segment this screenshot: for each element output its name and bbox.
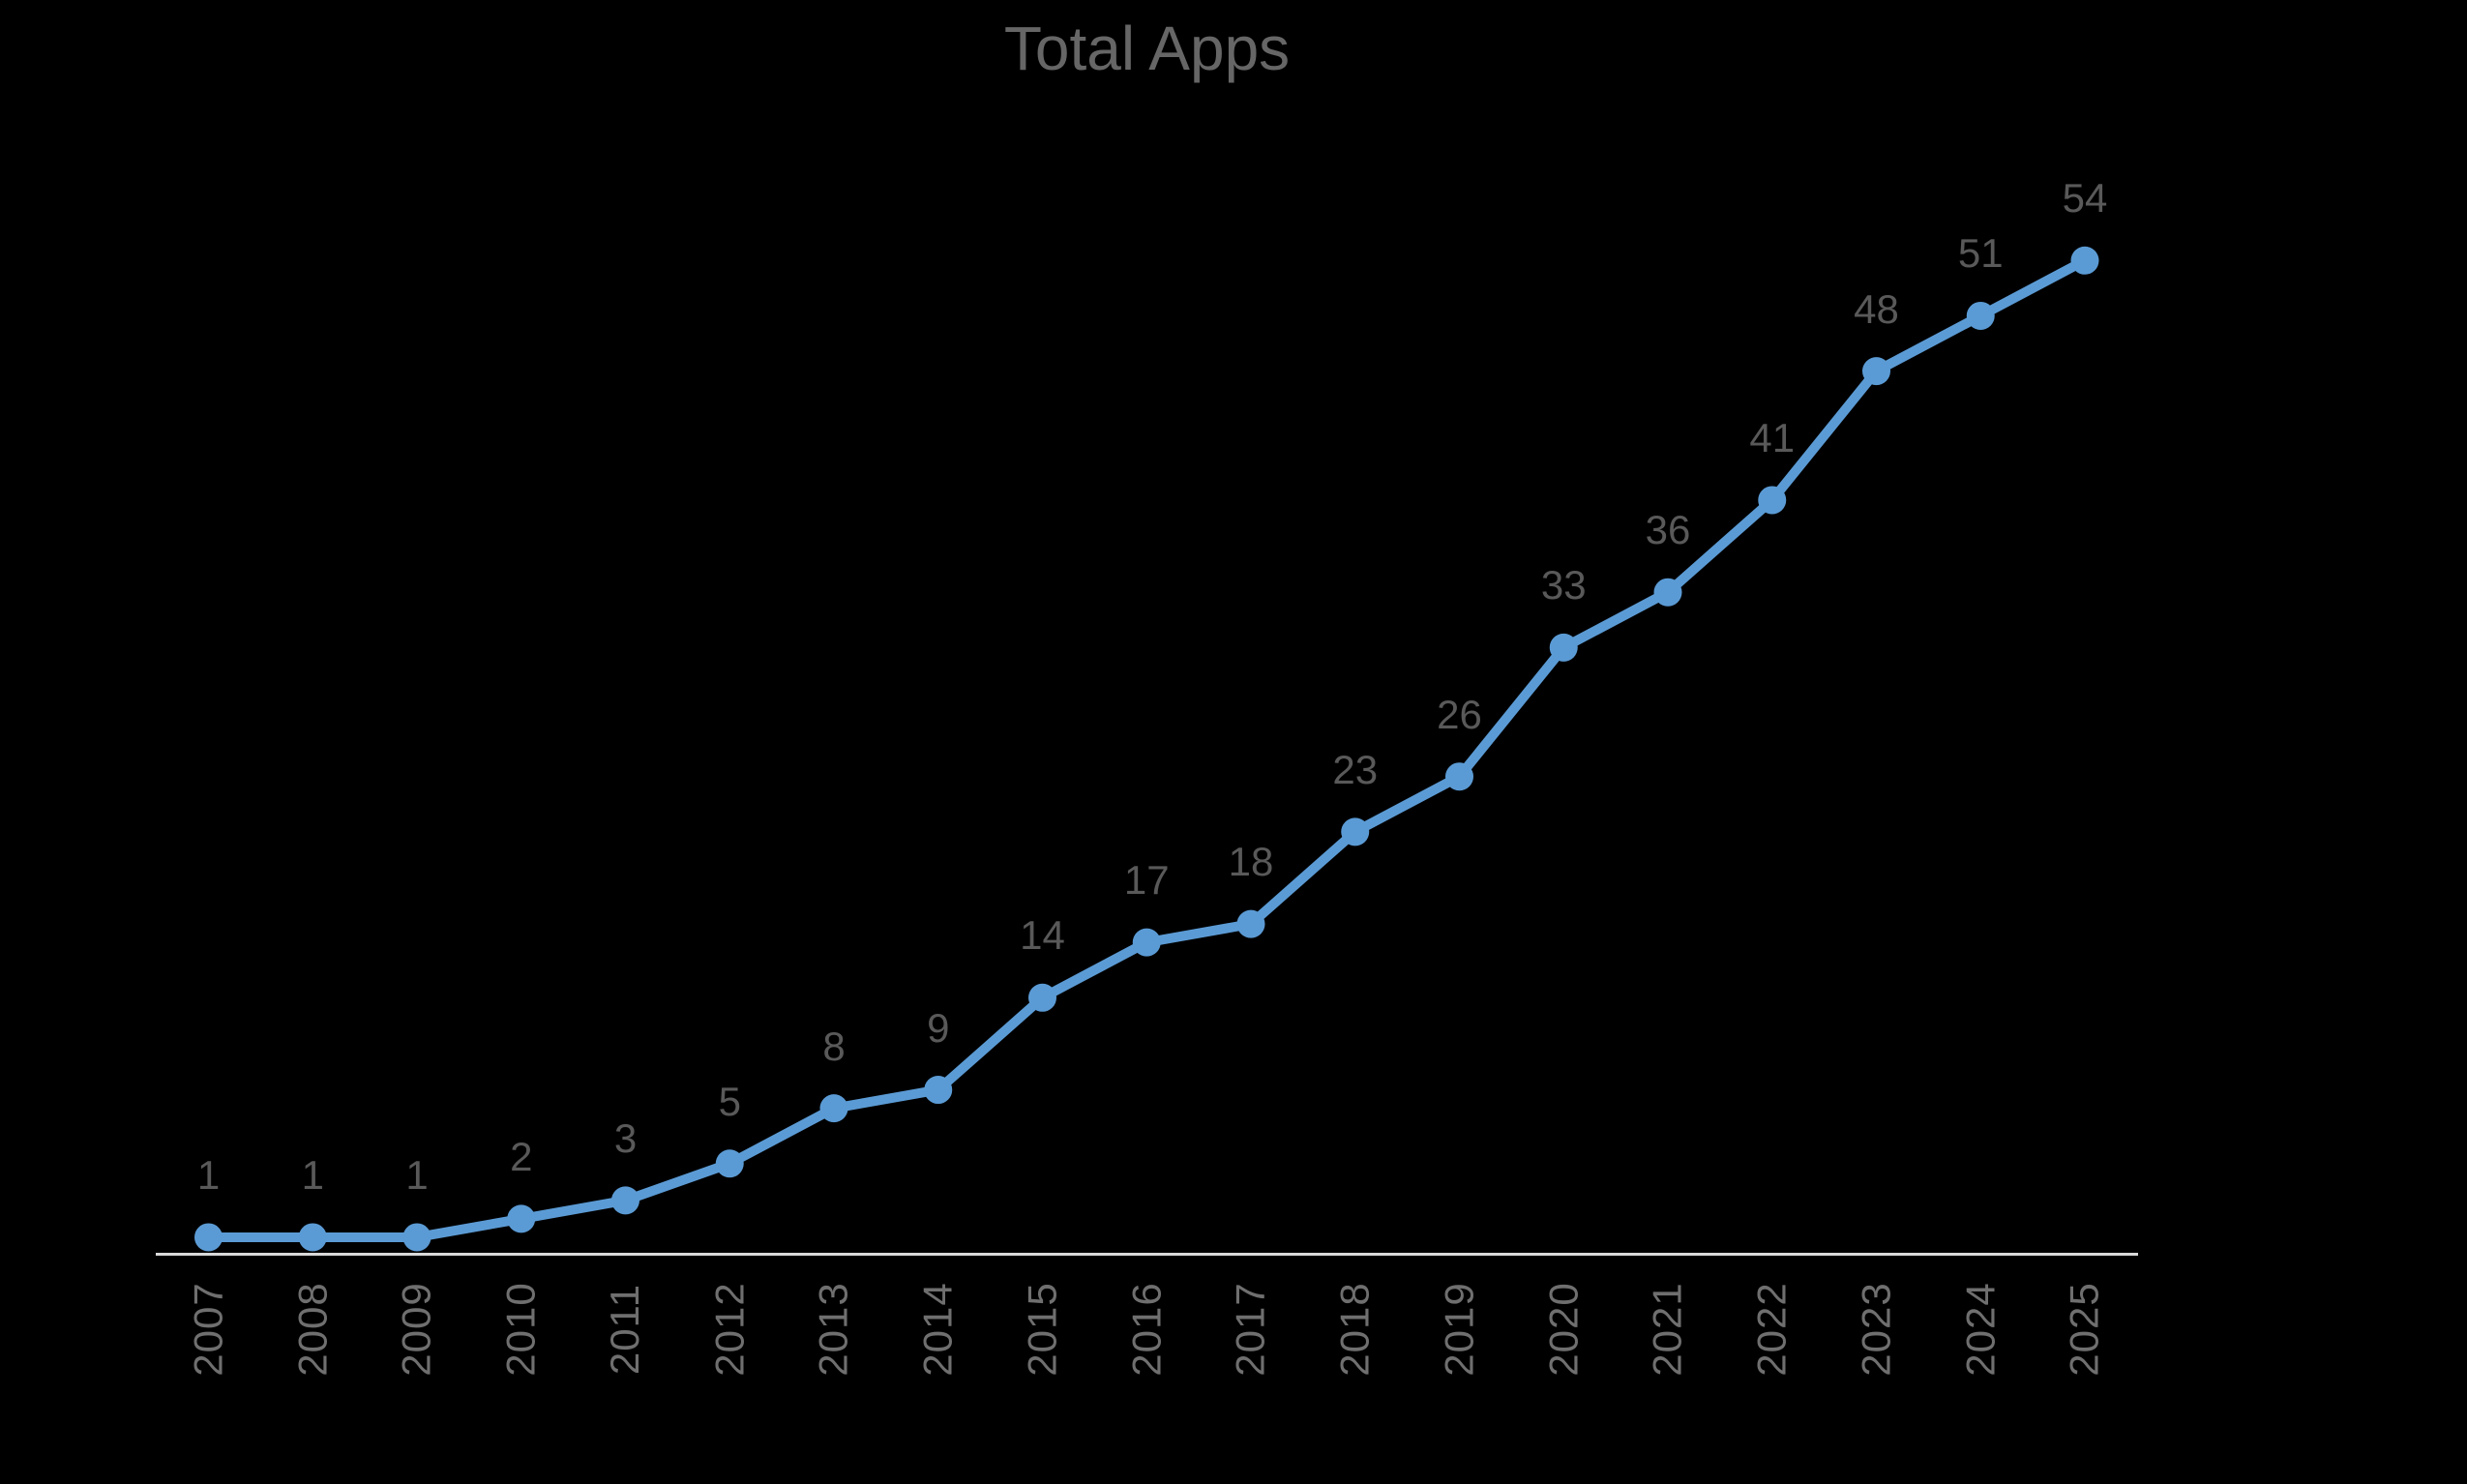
- data-point-marker: [1549, 633, 1578, 662]
- data-label: 51: [1957, 230, 2004, 277]
- data-point-marker: [1653, 578, 1682, 607]
- x-axis-tick-text: 2022: [1748, 1282, 1795, 1377]
- data-label: 23: [1332, 746, 1379, 792]
- x-axis-tick-label: 2014: [885, 1276, 992, 1382]
- data-point-marker: [819, 1094, 848, 1123]
- data-point-marker: [611, 1186, 639, 1215]
- data-label: 41: [1749, 414, 1796, 460]
- series-line: [203, 255, 2090, 1242]
- data-point-marker: [402, 1223, 431, 1252]
- x-axis-tick-label: 2025: [2032, 1276, 2138, 1382]
- data-label: 54: [2062, 175, 2108, 222]
- x-axis-tick-label: 2013: [781, 1276, 887, 1382]
- data-label: 1: [405, 1151, 429, 1198]
- x-axis-tick-label: 2015: [990, 1276, 1096, 1382]
- data-label: 48: [1854, 285, 1899, 332]
- data-label: 36: [1645, 507, 1691, 553]
- x-axis-tick-text: 2009: [394, 1282, 439, 1377]
- data-point-marker: [1445, 762, 1473, 791]
- x-axis-tick-label: 2010: [468, 1276, 575, 1382]
- x-axis-tick-label: 2021: [1615, 1276, 1721, 1382]
- x-axis-tick-label: 2022: [1719, 1276, 1826, 1382]
- x-axis-tick-text: 2012: [706, 1282, 753, 1377]
- data-point-marker: [715, 1149, 744, 1178]
- x-axis-tick-label: 2017: [1198, 1276, 1304, 1382]
- data-label: 9: [927, 1004, 950, 1051]
- x-axis-tick-text: 2013: [811, 1282, 856, 1377]
- x-axis-tick-label: 2023: [1824, 1276, 1930, 1382]
- x-axis-tick-label: 2012: [676, 1276, 783, 1382]
- x-axis-tick-label: 2007: [156, 1276, 262, 1382]
- data-point-marker: [2070, 246, 2099, 275]
- x-axis-tick-label: 2018: [1302, 1276, 1409, 1382]
- data-point-marker: [1236, 909, 1265, 938]
- data-point-marker: [1132, 928, 1161, 957]
- x-axis-line: [156, 1252, 2138, 1256]
- chart-title: Total Apps: [1003, 14, 1291, 83]
- x-axis-tick-label: 2020: [1510, 1276, 1617, 1382]
- data-label: 33: [1540, 562, 1587, 608]
- x-axis-tick-label: 2011: [573, 1276, 679, 1382]
- data-point-marker: [194, 1223, 223, 1252]
- x-axis-tick-text: 2007: [185, 1282, 231, 1377]
- data-label: 18: [1228, 839, 1274, 885]
- x-axis-tick-text: 2018: [1331, 1282, 1378, 1377]
- data-label: 3: [613, 1114, 638, 1161]
- x-axis-tick-label: 2009: [364, 1276, 470, 1382]
- x-axis-tick-text: 2016: [1123, 1282, 1170, 1377]
- x-axis-tick-label: 2019: [1407, 1276, 1513, 1382]
- x-axis-tick-text: 2015: [1019, 1282, 1065, 1377]
- x-axis-tick-text: 2021: [1645, 1282, 1690, 1377]
- data-label: 14: [1020, 912, 1065, 959]
- x-axis-tick-label: 2016: [1093, 1276, 1200, 1382]
- data-label: 2: [510, 1133, 533, 1179]
- data-point-marker: [1028, 983, 1056, 1012]
- data-label: 26: [1437, 691, 1482, 737]
- data-label: 8: [822, 1023, 846, 1069]
- x-axis-tick-text: 2014: [914, 1282, 961, 1377]
- data-label: 1: [301, 1151, 324, 1198]
- data-label: 1: [196, 1151, 221, 1198]
- data-point-marker: [1966, 301, 1995, 330]
- data-point-marker: [298, 1223, 327, 1252]
- data-label: 17: [1123, 857, 1170, 904]
- x-axis-tick-label: 2024: [1927, 1276, 2034, 1382]
- x-axis-tick-text: 2019: [1436, 1282, 1482, 1377]
- data-point-marker: [1758, 486, 1787, 515]
- x-axis-tick-text: 2008: [289, 1282, 336, 1377]
- x-axis-tick-text: 2011: [602, 1283, 648, 1376]
- data-point-marker: [924, 1076, 953, 1105]
- data-point-marker: [1862, 357, 1890, 386]
- x-axis-tick-text: 2020: [1540, 1282, 1587, 1377]
- x-axis-tick-text: 2023: [1853, 1282, 1899, 1377]
- x-axis-tick-label: 2008: [259, 1276, 366, 1382]
- x-axis-tick-text: 2017: [1228, 1282, 1273, 1377]
- data-label: 5: [718, 1078, 741, 1124]
- data-point-marker: [507, 1204, 536, 1233]
- x-axis-tick-text: 2010: [497, 1282, 544, 1377]
- data-point-marker: [1341, 817, 1370, 846]
- x-axis-tick-text: 2024: [1957, 1282, 2004, 1377]
- x-axis-tick-text: 2025: [2062, 1282, 2107, 1377]
